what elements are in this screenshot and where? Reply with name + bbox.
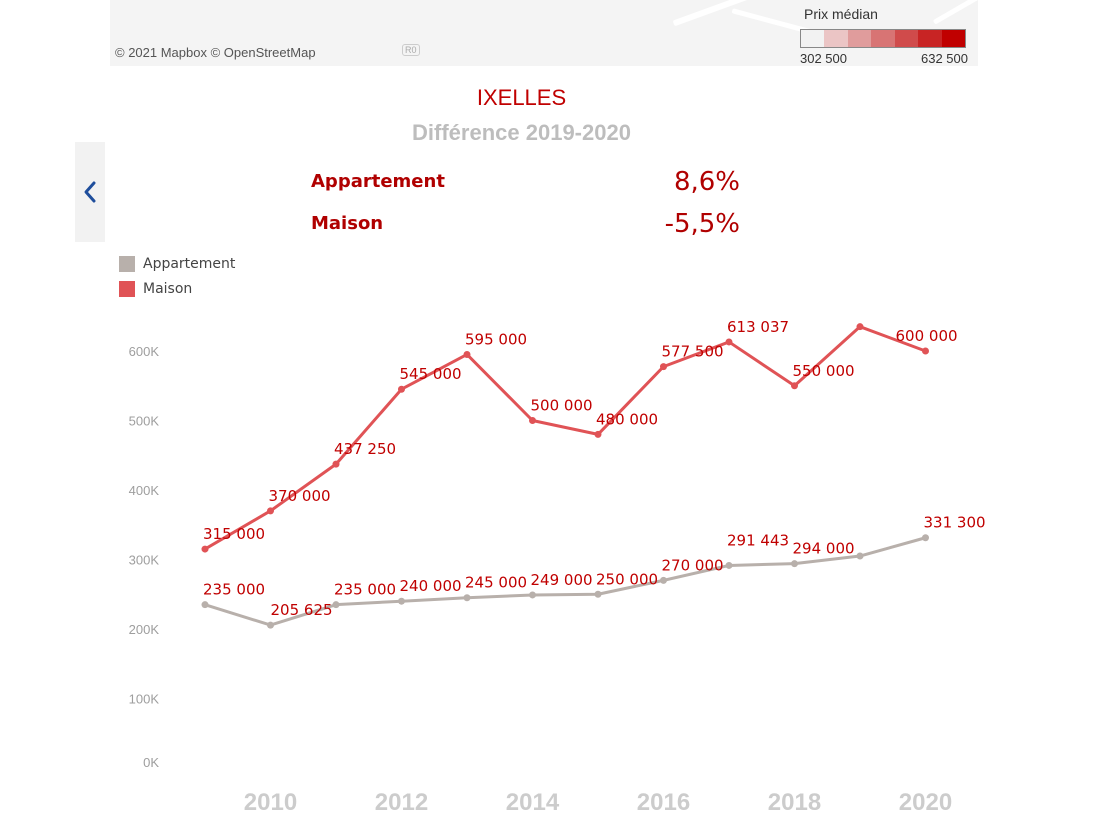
data-point-maison	[332, 460, 340, 468]
diff-label-appartement: Appartement	[311, 171, 445, 192]
data-point-appartement	[398, 597, 405, 605]
data-point-appartement	[201, 601, 209, 609]
data-label-maison: 600 000	[896, 327, 958, 345]
data-label-maison: 595 000	[465, 330, 527, 348]
price-scale-step-1	[824, 30, 848, 47]
data-point-maison	[660, 363, 667, 371]
legend-item-maison[interactable]: Maison	[119, 276, 235, 301]
price-scale-step-4	[894, 30, 919, 47]
data-point-maison	[398, 385, 405, 393]
data-label-maison: 437 250	[334, 440, 396, 458]
y-tick-label: 100K	[129, 692, 160, 707]
price-legend-max: 632 500	[921, 51, 968, 66]
chart-legend: Appartement Maison	[119, 251, 235, 301]
data-point-maison	[267, 507, 274, 515]
price-legend-title: Prix médian	[804, 6, 878, 22]
y-tick-label: 0K	[143, 755, 159, 770]
road-marker: R0	[402, 44, 420, 56]
data-point-appartement	[267, 621, 274, 629]
price-legend-min: 302 500	[800, 51, 847, 66]
series-line-maison	[203, 325, 927, 551]
data-label-appartement: 331 300	[924, 514, 986, 532]
data-label-maison: 577 500	[662, 343, 724, 361]
data-label-appartement: 270 000	[662, 556, 724, 574]
y-tick-label: 200K	[129, 622, 160, 637]
y-tick-label: 500K	[129, 414, 160, 429]
data-label-maison: 370 000	[269, 487, 331, 505]
data-label-maison: 613 037	[727, 318, 789, 336]
data-point-appartement	[332, 601, 340, 609]
data-label-maison: 500 000	[531, 397, 593, 415]
data-point-appartement	[529, 591, 536, 599]
data-point-maison	[791, 382, 798, 390]
data-point-maison	[856, 323, 864, 331]
city-title: IXELLES	[476, 85, 567, 110]
price-legend: Prix médian 302 500 632 500	[800, 6, 968, 66]
price-scale-step-0	[801, 30, 825, 47]
data-label-maison: 480 000	[596, 410, 658, 428]
legend-swatch-appartement	[119, 255, 135, 272]
data-point-appartement	[922, 534, 929, 542]
data-label-appartement: 235 000	[203, 581, 265, 599]
legend-swatch-maison	[119, 280, 135, 297]
back-button[interactable]	[75, 142, 105, 242]
y-tick-label: 300K	[129, 553, 160, 568]
data-point-appartement	[463, 594, 471, 602]
chevron-left-icon	[84, 181, 96, 203]
diff-value-maison: -5,5%	[664, 209, 740, 239]
price-scale-step-2	[847, 30, 872, 47]
y-tick-label: 600K	[129, 344, 160, 359]
diff-label-maison: Maison	[311, 213, 384, 234]
legend-label-appartement: Appartement	[143, 255, 236, 272]
x-tick-label: 2018	[768, 789, 821, 816]
data-label-appartement: 240 000	[400, 577, 462, 595]
x-tick-label: 2020	[899, 789, 952, 816]
x-tick-label: 2012	[375, 789, 428, 816]
data-label-appartement: 235 000	[334, 581, 396, 599]
diff-value-appartement: 8,6%	[673, 167, 740, 197]
data-point-appartement	[791, 560, 798, 568]
price-scale-step-5	[918, 30, 942, 47]
y-tick-label: 400K	[129, 483, 160, 498]
data-label-maison: 550 000	[793, 362, 855, 380]
data-point-appartement	[856, 552, 864, 560]
data-label-maison: 545 000	[400, 365, 462, 383]
data-point-maison	[594, 430, 602, 438]
data-point-maison	[463, 350, 471, 358]
data-label-maison: 315 000	[203, 525, 265, 543]
x-tick-label: 2010	[244, 789, 297, 816]
data-point-appartement	[660, 576, 667, 584]
x-tick-label: 2016	[637, 789, 690, 816]
series-line-appartement	[203, 536, 927, 627]
data-point-maison	[529, 417, 536, 424]
data-label-appartement: 245 000	[465, 574, 527, 592]
data-point-appartement	[725, 561, 733, 569]
map-panel[interactable]: R0 © 2021 Mapbox © OpenStreetMap Prix mé…	[110, 0, 978, 66]
data-point-maison	[201, 545, 209, 553]
price-color-scale	[800, 29, 966, 48]
difference-subtitle: Différence 2019-2020	[412, 120, 631, 145]
x-tick-label: 2014	[506, 789, 560, 816]
data-label-appartement: 291 443	[727, 531, 789, 549]
price-scale-step-3	[871, 30, 895, 47]
legend-label-maison: Maison	[143, 280, 193, 297]
data-point-maison	[725, 338, 733, 346]
data-point-appartement	[594, 590, 602, 598]
legend-item-appartement[interactable]: Appartement	[119, 251, 235, 276]
data-label-appartement: 249 000	[531, 571, 593, 589]
data-label-appartement: 205 625	[271, 601, 333, 619]
map-attribution[interactable]: © 2021 Mapbox © OpenStreetMap	[115, 45, 316, 60]
price-scale-step-6	[941, 30, 965, 47]
data-label-appartement: 250 000	[596, 570, 658, 588]
data-point-maison	[922, 347, 929, 355]
data-label-appartement: 294 000	[793, 540, 855, 558]
